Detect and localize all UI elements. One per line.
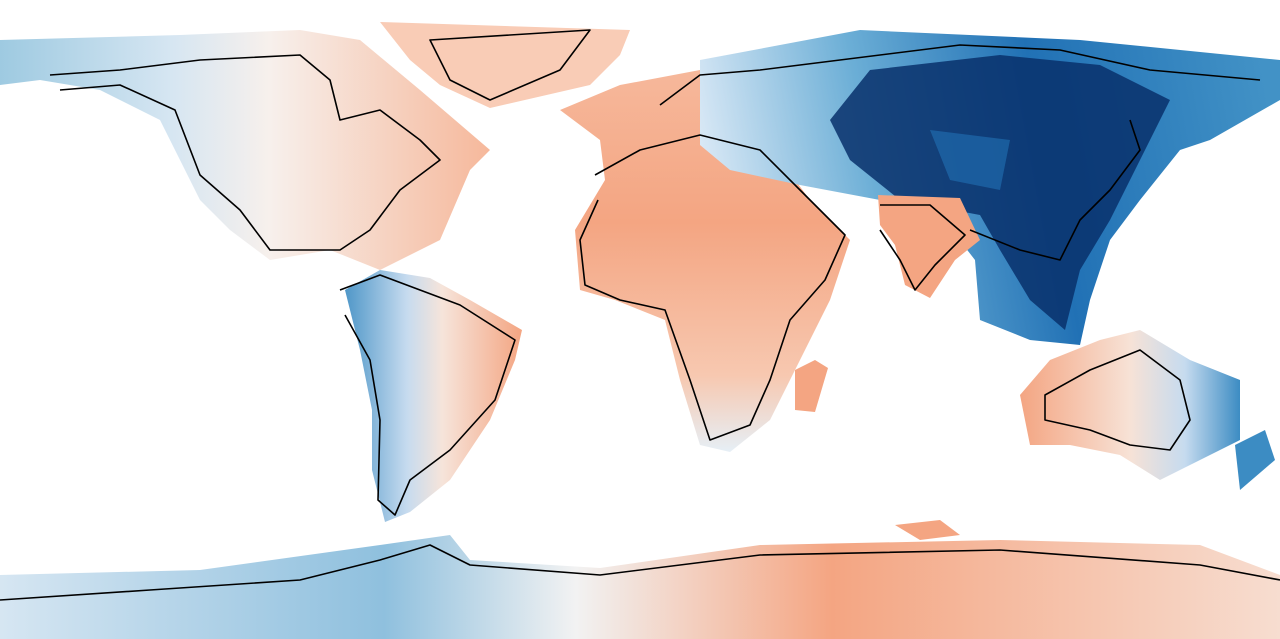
north-america — [0, 30, 490, 270]
coastline — [339, 274, 516, 516]
india — [878, 195, 980, 298]
field — [0, 22, 1280, 639]
south-america — [345, 270, 522, 522]
australia — [1020, 330, 1240, 480]
greenland — [380, 22, 630, 108]
coastline — [879, 204, 966, 291]
antarctica — [0, 535, 1280, 639]
coastline — [0, 544, 1280, 601]
coastline — [1044, 349, 1191, 451]
coastline — [49, 54, 441, 251]
asia-mid — [930, 130, 1010, 190]
new-zealand — [1235, 430, 1275, 490]
coastline — [969, 119, 1141, 261]
madagascar — [795, 360, 828, 412]
coastline — [579, 134, 846, 441]
asia-core — [830, 55, 1170, 330]
coastline — [429, 29, 591, 101]
antarctic-peninsula — [895, 520, 960, 540]
coastlines — [0, 29, 1280, 601]
coastline — [659, 44, 1261, 106]
